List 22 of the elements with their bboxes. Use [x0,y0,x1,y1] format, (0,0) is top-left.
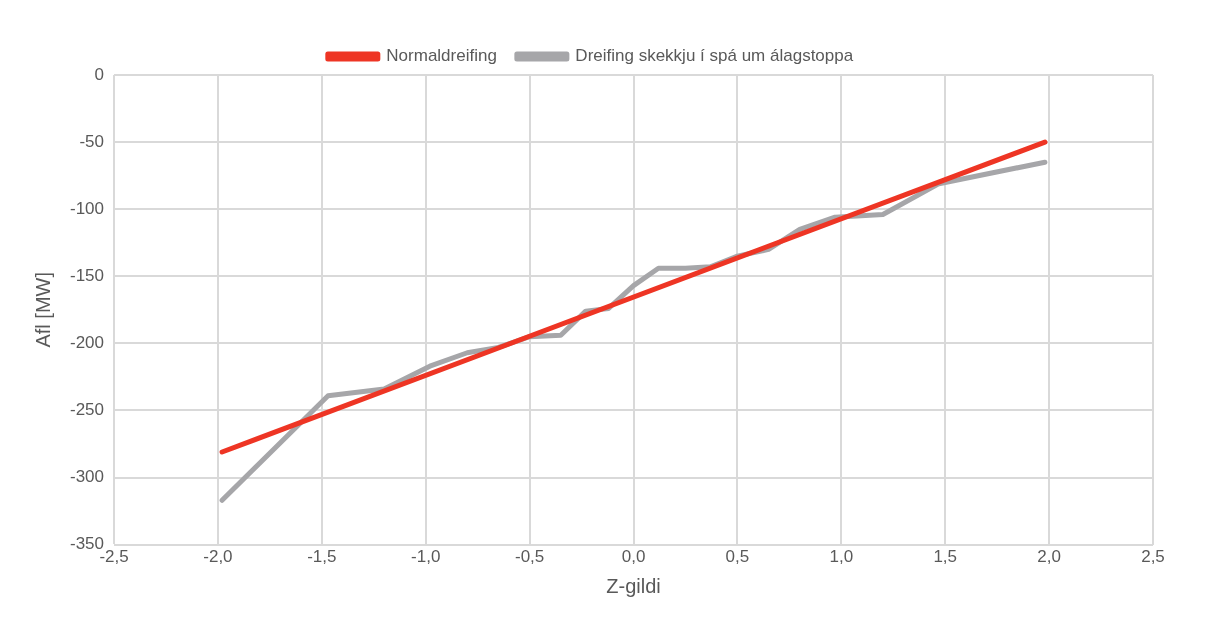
y-tick-label: -300 [69,467,105,487]
y-axis-title: Afl [MW] [31,272,54,348]
legend-label: Dreifing skekkju í spá um álagstoppa [575,46,854,66]
y-tick-label: 0 [94,64,105,84]
x-tick-label: 2,5 [1141,547,1165,567]
y-tick-label: -250 [69,400,105,420]
x-axis-title: Z-gildi [606,574,661,597]
x-tick-label: -1,0 [411,547,441,567]
x-tick-label: 0,0 [621,547,646,567]
x-tick-label: -2,0 [203,547,233,567]
y-tick-label: -150 [69,265,105,285]
legend-label: Normaldreifing [386,46,497,66]
x-tick-label: -0,5 [514,547,545,567]
y-tick-label: -100 [69,198,105,218]
y-tick-label: -50 [79,131,105,151]
x-tick-label: 2,0 [1037,547,1061,567]
y-tick-label: -350 [69,534,105,554]
y-tick-label: -200 [69,333,105,353]
x-tick-label: 1,5 [933,547,958,567]
x-tick-label: 0,5 [725,547,750,567]
x-tick-label: -1,5 [307,547,337,567]
x-tick-label: 1,0 [829,547,854,567]
